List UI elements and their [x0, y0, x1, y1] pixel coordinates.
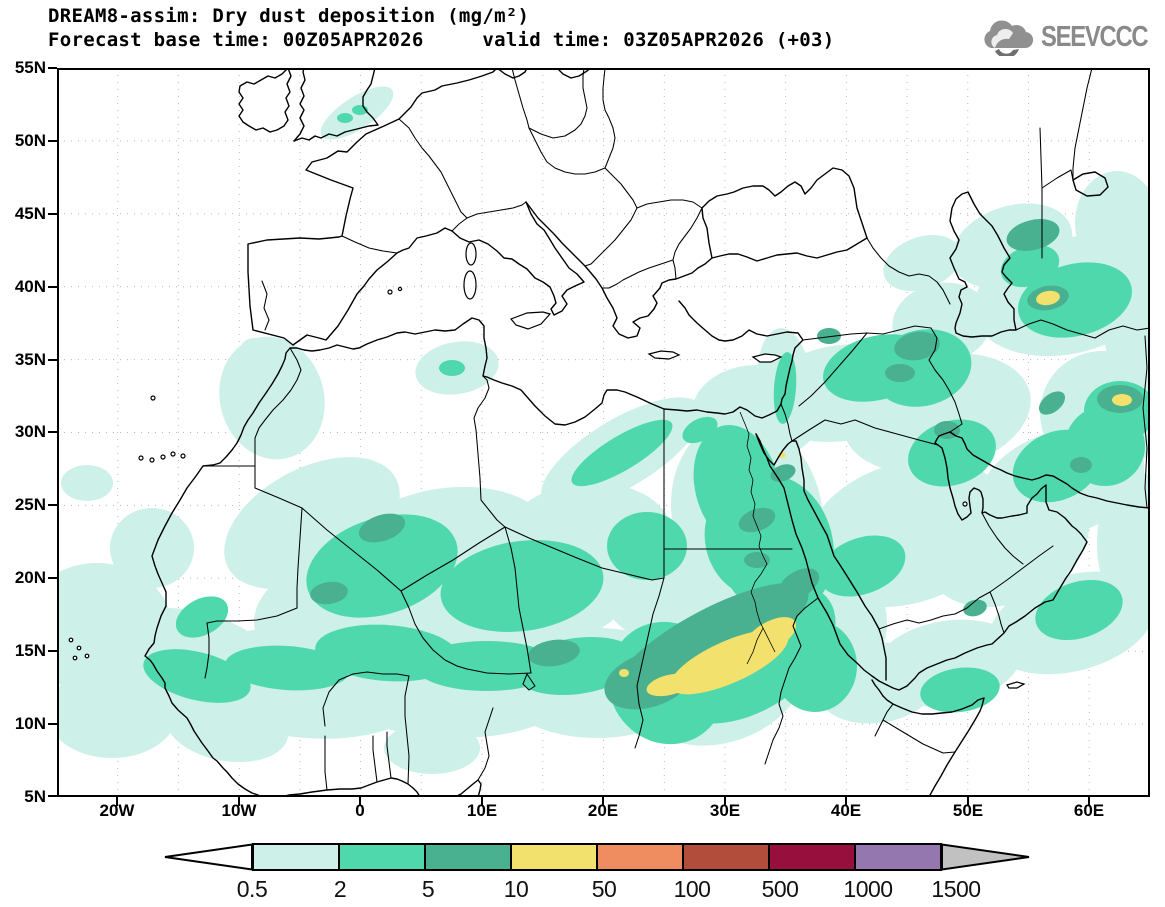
legend-segment [682, 843, 770, 871]
map-frame [57, 68, 1150, 797]
country-borders [202, 68, 1150, 791]
islands [68, 242, 1026, 689]
lat-tick [48, 577, 57, 579]
lon-label: 10W [221, 801, 257, 820]
dust-layer-2-5 [143, 105, 1150, 745]
lon-tick [481, 797, 483, 806]
lat-tick [48, 795, 57, 797]
lon-tick [116, 797, 118, 806]
nile-river [739, 411, 776, 665]
legend-value: 1500 [931, 876, 981, 902]
lat-tick [48, 359, 57, 361]
lat-tick [48, 67, 57, 69]
lat-label: 20N [14, 568, 46, 587]
lat-tick [48, 213, 57, 215]
legend-value: 100 [673, 876, 711, 902]
lon-label: 50E [952, 801, 984, 820]
legend-underflow-arrow [164, 843, 253, 871]
lat-label: 5N [24, 787, 46, 806]
color-scale-legend [163, 843, 1031, 871]
legend-value: 5 [421, 876, 435, 902]
lat-label: 50N [14, 131, 46, 150]
legend-value: 2 [333, 876, 347, 902]
lat-tick [48, 431, 57, 433]
dust-layer-10-50 [619, 290, 1132, 697]
lat-tick [48, 504, 57, 506]
lat-tick [48, 140, 57, 142]
lon-tick [238, 797, 240, 806]
legend-overflow-arrow [941, 843, 1030, 871]
lon-tick [359, 797, 361, 806]
lat-label: 15N [14, 641, 46, 660]
legend-segment [510, 843, 598, 871]
legend-segment [854, 843, 942, 871]
legend-segment [768, 843, 856, 871]
forecast-map [57, 68, 1150, 797]
lon-label: 10E [466, 801, 498, 820]
lon-label: 20E [587, 801, 619, 820]
coastlines [144, 68, 1150, 797]
lat-label: 30N [14, 422, 46, 441]
legend-segment [596, 843, 684, 871]
legend-value: 50 [591, 876, 617, 902]
lon-label: 20W [99, 801, 135, 820]
legend-segment [252, 843, 340, 871]
lat-label: 40N [14, 277, 46, 296]
lat-label: 10N [14, 714, 46, 733]
legend-value: 10 [503, 876, 529, 902]
lat-label: 45N [14, 204, 46, 223]
legend-value: 500 [761, 876, 799, 902]
seevccc-logo: SEEVCCC [979, 18, 1159, 56]
lat-tick [48, 286, 57, 288]
lat-label: 55N [14, 58, 46, 77]
lon-tick [724, 797, 726, 806]
lat-tick [48, 650, 57, 652]
lat-tick [48, 723, 57, 725]
legend-value: 0.5 [236, 876, 268, 902]
lon-tick [845, 797, 847, 806]
logo-text: SEEVCCC [1041, 20, 1149, 53]
chart-subtitle-times: Forecast base time: 00Z05APR2026 valid t… [48, 29, 835, 51]
lon-label: 30E [709, 801, 741, 820]
cloud-logo-icon [984, 20, 1034, 56]
lon-tick [1088, 797, 1090, 806]
lon-label: 40E [830, 801, 862, 820]
lat-label: 35N [14, 350, 46, 369]
lon-label: 0 [355, 801, 365, 820]
lat-label: 25N [14, 495, 46, 514]
legend-value: 1000 [843, 876, 893, 902]
lon-tick [602, 797, 604, 806]
legend-segment [424, 843, 512, 871]
chart-title: DREAM8-assim: Dry dust deposition (mg/m²… [48, 5, 530, 27]
lon-label: 60E [1073, 801, 1105, 820]
lon-tick [967, 797, 969, 806]
legend-segment [338, 843, 426, 871]
